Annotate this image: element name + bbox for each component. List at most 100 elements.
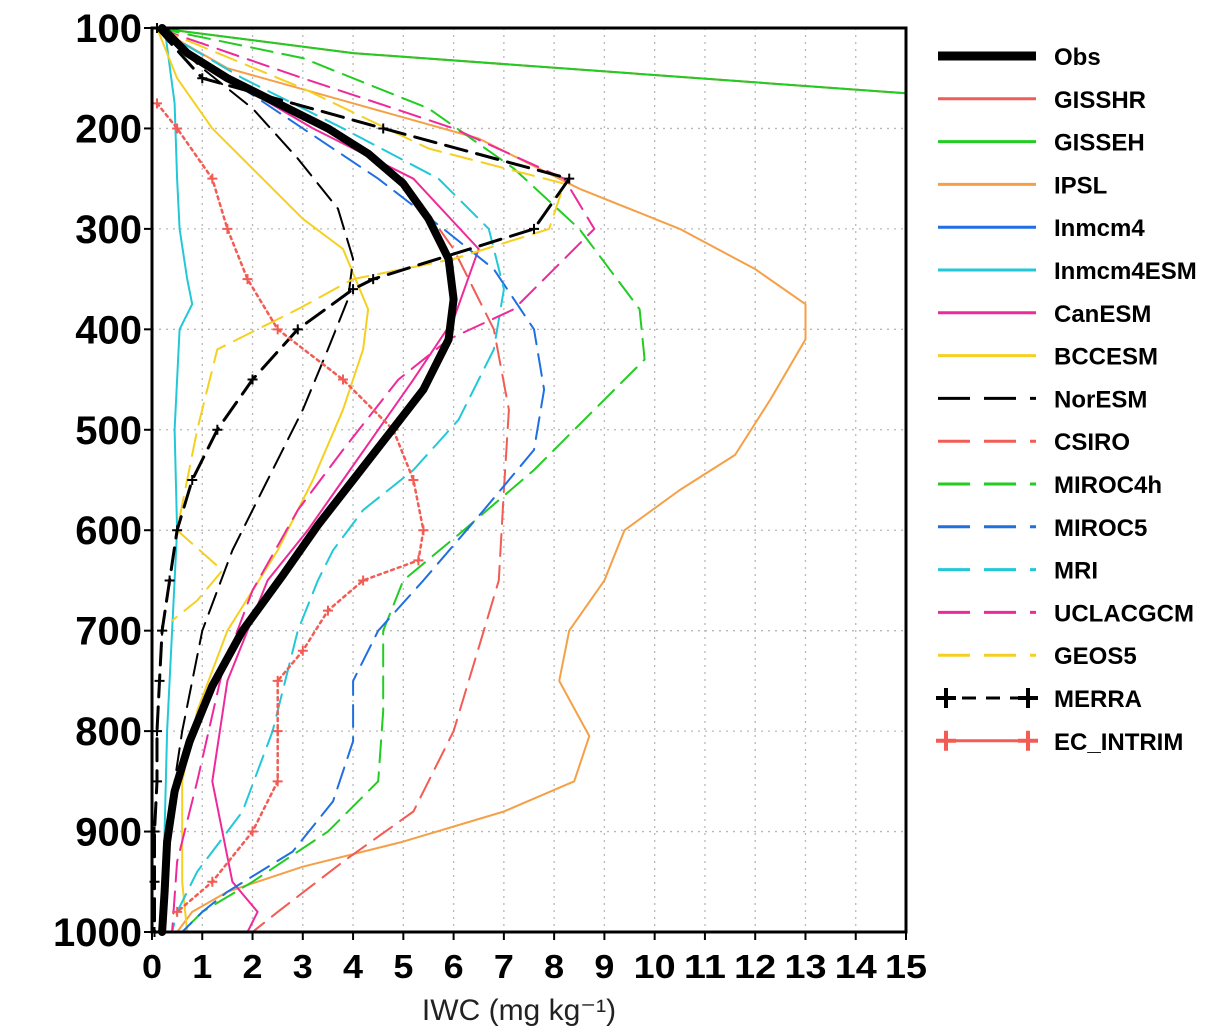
series-line-noresm [156, 27, 355, 933]
series-marker-merra [368, 274, 379, 285]
y-tick-label: 300 [75, 208, 142, 252]
series-marker-merra [152, 776, 163, 787]
x-tick-label: 6 [444, 948, 464, 985]
legend-label: MERRA [1054, 686, 1142, 713]
x-tick-label: 1 [192, 948, 212, 985]
x-tick-label: 11 [684, 948, 726, 985]
legend-label: GISSEH [1054, 130, 1145, 157]
x-tick-label: 5 [393, 948, 413, 985]
legend-label: GISSHR [1054, 87, 1146, 114]
legend-label: Inmcm4 [1054, 215, 1145, 242]
x-tick-label: 14 [835, 948, 878, 985]
x-tick-label: 9 [594, 948, 614, 985]
series-marker-merra [187, 475, 198, 485]
series-marker-ec-intrim [322, 605, 333, 616]
x-tick-label: 0 [142, 948, 162, 985]
series-line-ec-intrim [155, 102, 425, 914]
legend-label: Inmcm4ESM [1054, 258, 1197, 285]
y-tick-label: 700 [75, 610, 142, 654]
series-line-miroc4h [156, 27, 646, 933]
series-marker-ec-intrim [272, 776, 283, 787]
x-tick-label: 3 [293, 948, 313, 985]
x-tick-label: 15 [885, 948, 927, 985]
legend-label: Obs [1054, 44, 1101, 71]
legend-label: BCCESM [1054, 344, 1158, 371]
series-marker-ec-intrim [207, 173, 218, 184]
series-marker-merra [157, 625, 168, 636]
series-line-gisseh [156, 27, 907, 95]
y-tick-label: 800 [75, 710, 142, 754]
legend-label: CSIRO [1054, 429, 1130, 456]
legend-marker [1018, 730, 1038, 751]
y-tick-label: 900 [75, 811, 142, 855]
series-line-ipsl [156, 27, 807, 933]
series-line-inmcm4esm [161, 27, 194, 933]
series-marker-ec-intrim [358, 575, 369, 586]
legend-label: CanESM [1054, 301, 1151, 328]
series-line-mri [156, 27, 505, 933]
series-marker-ec-intrim [207, 876, 218, 887]
x-tick-label: 12 [734, 948, 776, 985]
legend-label: IPSL [1054, 172, 1107, 199]
plot-frame [150, 26, 908, 934]
y-tick-label: 500 [75, 409, 142, 453]
y-tick-labels: 100 200 300 400 500 600 700 800 900 1000 [53, 7, 142, 955]
series-marker-ec-intrim [272, 726, 283, 737]
series-marker-merra [348, 284, 359, 295]
series-marker-merra [164, 575, 175, 586]
legend-label: NorESM [1054, 386, 1147, 413]
series-marker-merra [247, 374, 258, 385]
legend-marker [1018, 688, 1038, 708]
series-marker-ec-intrim [222, 223, 233, 234]
y-tick-label: 100 [75, 7, 142, 51]
series-marker-ec-intrim [408, 475, 419, 485]
x-tick-label: 8 [544, 948, 564, 985]
series-line-merra [153, 26, 571, 934]
series-marker-ec-intrim [418, 525, 429, 536]
legend-label: MRI [1054, 558, 1098, 585]
series-marker-merra [292, 324, 303, 335]
series-marker-ec-intrim [247, 826, 258, 837]
series-line-uclacgcm [156, 27, 596, 933]
y-tick-label: 200 [75, 107, 142, 151]
series-marker-merra [152, 726, 163, 737]
legend-marker [936, 688, 956, 708]
series-marker-ec-intrim [172, 123, 183, 134]
legend-label: GEOS5 [1054, 643, 1137, 670]
series-line-obs [158, 24, 458, 936]
x-tick-label: 7 [494, 948, 514, 985]
series-marker-ec-intrim [297, 645, 308, 656]
series-line-geos5 [156, 27, 566, 622]
legend-label: MIROC5 [1054, 515, 1147, 542]
y-tick-label: 1000 [53, 911, 142, 955]
series-marker-ec-intrim [272, 675, 283, 686]
y-tick-label: 400 [75, 308, 142, 352]
series-layer [149, 23, 907, 937]
series-marker-ec-intrim [272, 324, 283, 335]
legend-marker [936, 730, 956, 751]
x-axis-label: IWC (mg kg⁻¹) [422, 994, 616, 1027]
series-marker-ec-intrim [338, 374, 349, 385]
y-tick-label: 600 [75, 509, 142, 553]
legend-label: EC_INTRIM [1054, 729, 1183, 756]
series-line-miroc5 [156, 27, 546, 933]
series-line-canesm [156, 27, 480, 933]
series-line-csiro [156, 27, 510, 933]
series-marker-ec-intrim [413, 555, 424, 566]
legend-label: MIROC4h [1054, 472, 1162, 499]
x-tick-label: 4 [343, 948, 364, 985]
series-line-gisshr [156, 27, 907, 95]
series-marker-merra [197, 73, 208, 84]
series-marker-merra [564, 173, 575, 184]
x-tick-label: 10 [634, 948, 676, 985]
legend-label: UCLACGCM [1054, 600, 1194, 627]
legend: Obs GISSHR GISSEH IPSL Inmcm4 Inmcm4ESM CanESM… [936, 44, 1197, 756]
series-marker-ec-intrim [242, 274, 253, 285]
series-marker-merra [529, 223, 540, 234]
series-marker-ec-intrim [152, 98, 163, 109]
series-marker-merra [212, 424, 223, 435]
x-tick-label: 2 [243, 948, 263, 985]
series-marker-merra [172, 525, 183, 536]
series-marker-merra [378, 123, 389, 134]
